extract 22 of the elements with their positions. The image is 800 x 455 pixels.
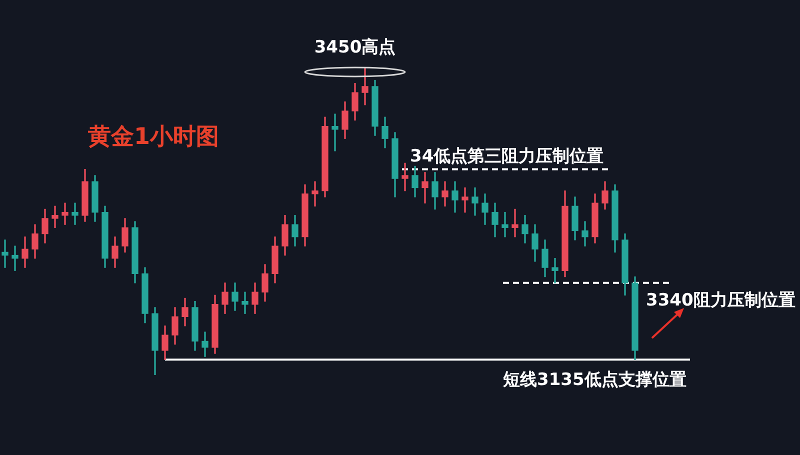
candlestick [312,181,318,206]
ref-line-label: 短线3135低点支撑位置 [502,370,686,390]
candlestick [242,292,248,314]
candlestick [52,206,58,228]
ref-line-label: 34低点第三阻力压制位置 [410,146,604,167]
candlestick [332,114,338,152]
candlestick [62,202,68,225]
candlestick [402,162,408,192]
candlestick [12,246,18,271]
candlestick [202,332,208,357]
candlestick [552,258,558,284]
candlestick [502,212,508,238]
candlestick [462,187,468,213]
candlestick [512,208,518,238]
candlestick [422,172,428,204]
candlestick [582,221,588,246]
text: 黄金1小时图 [87,124,220,150]
candlestick [2,240,8,268]
text: 3450高点 [314,37,396,58]
candlestick [362,68,368,106]
candlestick [72,202,78,225]
ref-line-label: 3340阻力压制位置 [646,290,796,310]
